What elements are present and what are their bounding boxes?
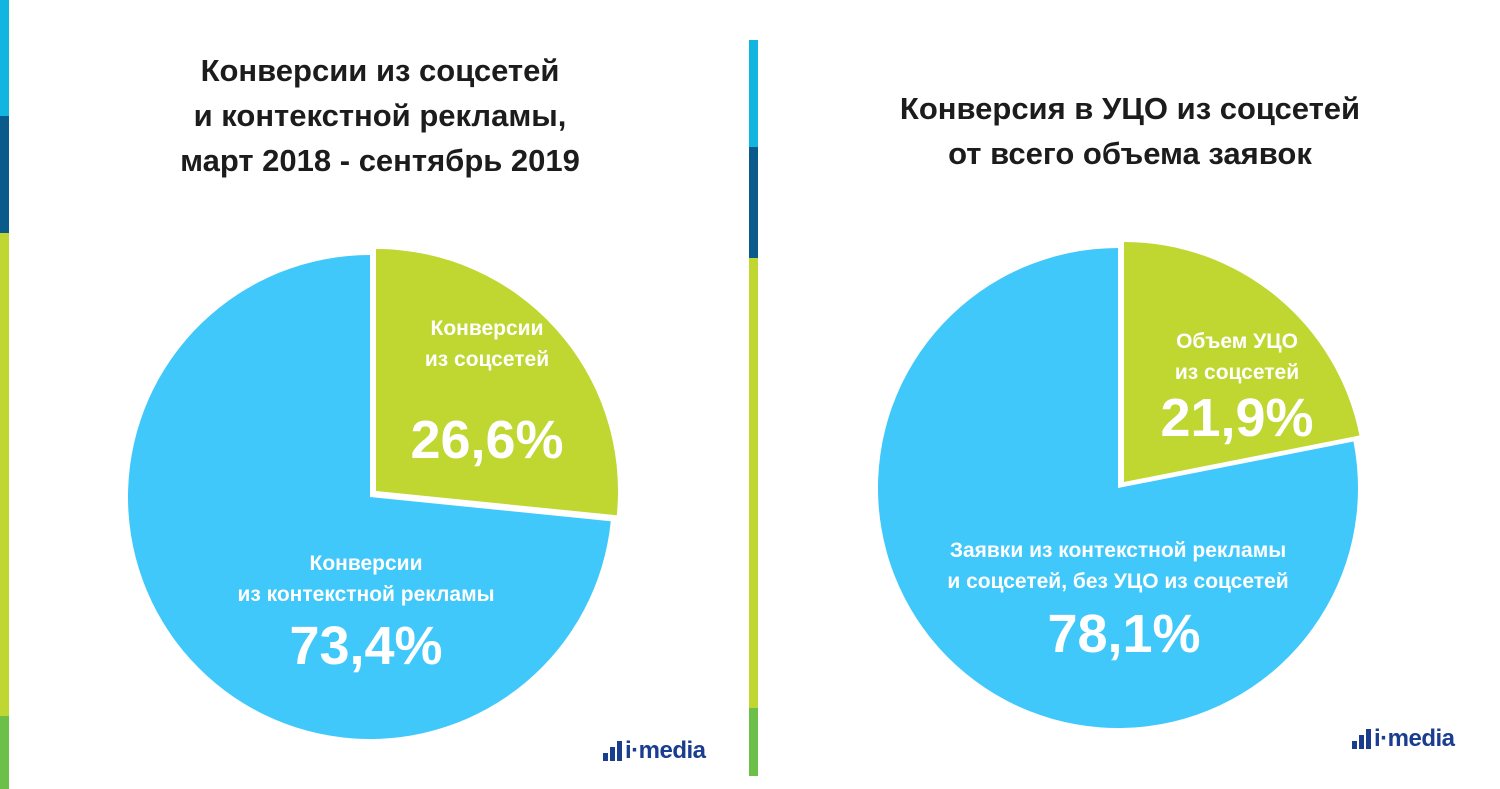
accent-strip-segment bbox=[749, 40, 758, 148]
bar-chart-logo-icon bbox=[1352, 729, 1371, 749]
slice-label: Объем УЦО bbox=[1176, 330, 1298, 353]
bar-chart-logo-icon bbox=[603, 741, 622, 761]
accent-strip-segment bbox=[749, 257, 758, 709]
slice-value-label: 73,4% bbox=[289, 616, 442, 676]
title-line: от всего объема заявок bbox=[948, 136, 1312, 171]
logo-text: i·media bbox=[625, 737, 706, 764]
chart-title-left: Конверсии из соцсетей и контекстной рекл… bbox=[110, 48, 650, 183]
accent-strip-segment bbox=[0, 715, 9, 789]
title-line: март 2018 - сентябрь 2019 bbox=[180, 143, 580, 178]
brand-logo-left: i·media bbox=[603, 737, 706, 765]
slice-label: из соцсетей bbox=[1175, 361, 1299, 384]
slice-value-label: 21,9% bbox=[1160, 388, 1313, 448]
slice-label: Заявки из контекстной рекламы bbox=[950, 539, 1286, 562]
title-line: Конверсия в УЦО из соцсетей bbox=[899, 91, 1361, 126]
pie-slice bbox=[127, 255, 611, 739]
brand-logo-right: i·media bbox=[1352, 725, 1455, 753]
logo-text: i·media bbox=[1374, 725, 1455, 752]
slice-value-label: 78,1% bbox=[1047, 604, 1200, 664]
accent-strip-segment bbox=[0, 115, 9, 233]
slice-label: Конверсии bbox=[431, 317, 544, 340]
title-line: Конверсии из соцсетей bbox=[200, 53, 560, 88]
slice-label: Конверсии bbox=[310, 552, 423, 575]
chart-title-right: Конверсия в УЦО из соцсетей от всего объ… bbox=[810, 86, 1450, 176]
slice-label: и соцсетей, без УЦО из соцсетей bbox=[947, 570, 1288, 593]
pie-slice bbox=[376, 249, 618, 516]
accent-strip-segment bbox=[749, 708, 758, 776]
pie-slice bbox=[1124, 242, 1360, 482]
pie-slice bbox=[878, 248, 1358, 729]
slice-label: из соцсетей bbox=[425, 348, 549, 371]
accent-strip-left bbox=[0, 0, 9, 789]
accent-strip-segment bbox=[749, 147, 758, 258]
slice-value-label: 26,6% bbox=[410, 410, 563, 470]
slice-label: из контекстной рекламы bbox=[237, 583, 494, 606]
accent-strip-segment bbox=[0, 232, 9, 716]
title-line: и контекстной рекламы, bbox=[193, 98, 567, 133]
accent-strip-segment bbox=[0, 0, 9, 116]
accent-strip-divider bbox=[749, 40, 758, 776]
